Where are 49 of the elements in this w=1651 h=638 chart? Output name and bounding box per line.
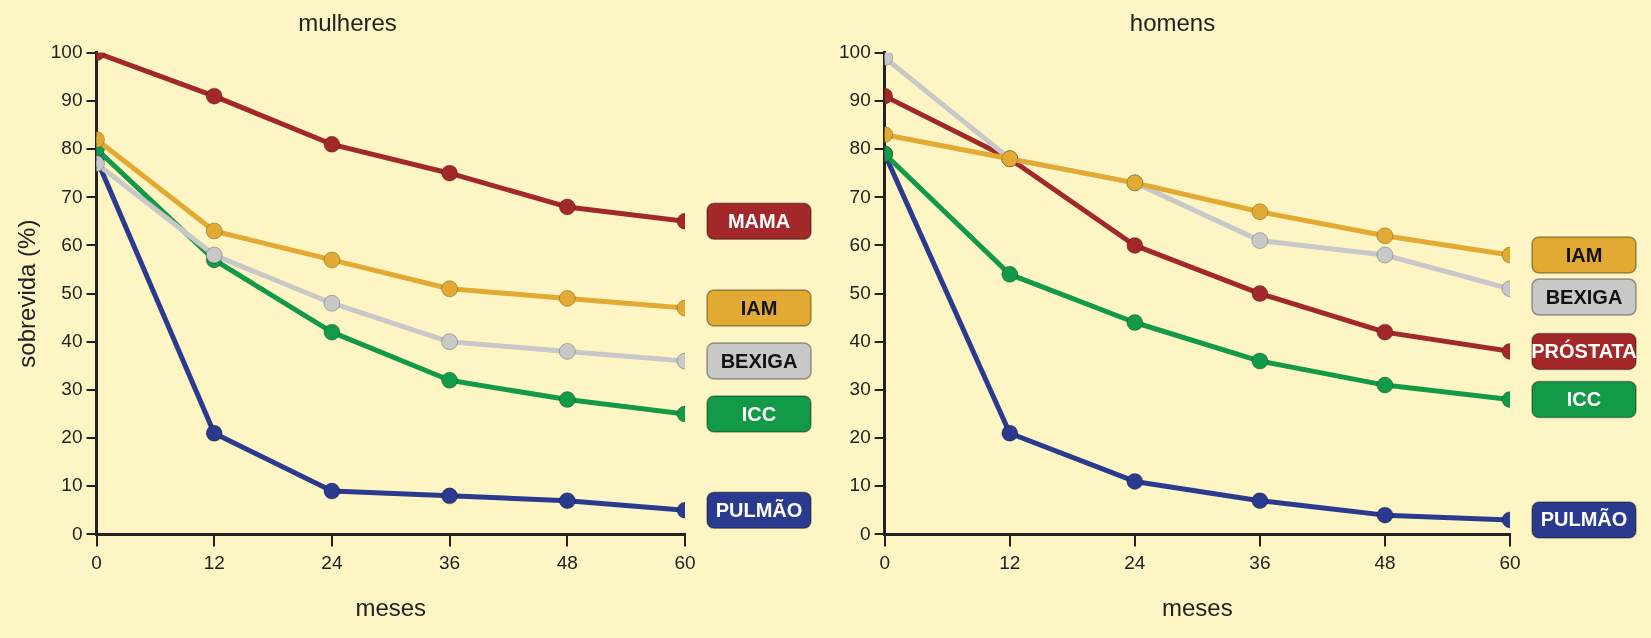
y-tick-label: 80 <box>849 137 871 159</box>
series-label: BEXIGA <box>1545 285 1623 308</box>
y-tick-label: 100 <box>50 41 83 63</box>
y-tick-label: 10 <box>61 474 83 496</box>
y-tick-label: 70 <box>61 185 83 207</box>
x-tick-label: 12 <box>203 552 225 574</box>
y-tick-label: 10 <box>849 474 871 496</box>
y-tick-label: 50 <box>849 281 871 303</box>
x-tick-label: 36 <box>1249 552 1271 574</box>
series-label: PULMÃO <box>1540 508 1628 531</box>
x-tick-label: 0 <box>879 552 890 574</box>
chart-title: homens <box>1129 9 1216 37</box>
text: IAM <box>740 296 778 319</box>
y-tick-label: 50 <box>61 281 83 303</box>
series-label: PRÓSTATA <box>1531 338 1637 362</box>
x-tick-label: 60 <box>674 552 696 574</box>
y-tick-label: 40 <box>849 329 871 351</box>
y-tick-label: 30 <box>61 378 83 400</box>
y-tick-label: 40 <box>61 329 83 351</box>
y-tick-label: 60 <box>849 233 871 255</box>
x-tick-label: 0 <box>91 552 102 574</box>
y-tick-label: 100 <box>839 41 871 63</box>
x-tick-label: 12 <box>999 552 1021 574</box>
y-axis-title: sobrevida (%) <box>13 219 41 368</box>
series-label: PULMÃO <box>715 498 803 521</box>
x-tick-label: 48 <box>556 552 578 574</box>
x-tick-label: 36 <box>439 552 461 574</box>
y-tick-label: 20 <box>849 426 871 448</box>
text: ICC <box>1566 388 1602 411</box>
y-tick-label: 0 <box>860 522 871 544</box>
x-tick-label: 48 <box>1374 552 1396 574</box>
y-tick-label: 90 <box>61 89 83 111</box>
x-tick-label: 60 <box>1499 552 1521 574</box>
y-tick-label: 20 <box>61 426 83 448</box>
x-axis-title: meses <box>355 594 427 622</box>
chart-title: mulheres <box>298 9 397 37</box>
series-label: MAMA <box>727 209 791 232</box>
y-tick-label: 0 <box>71 522 83 544</box>
text: IAM <box>1565 243 1603 266</box>
x-tick-label: 24 <box>321 552 343 574</box>
series-label: BEXIGA <box>720 349 798 372</box>
y-tick-label: 90 <box>849 89 871 111</box>
text: ICC <box>741 402 777 425</box>
y-tick-label: 70 <box>849 185 871 207</box>
x-tick-label: 24 <box>1124 552 1146 574</box>
x-axis-title: meses <box>1162 594 1233 622</box>
y-tick-label: 60 <box>61 233 83 255</box>
y-tick-label: 80 <box>61 137 83 159</box>
y-tick-label: 30 <box>849 378 871 400</box>
